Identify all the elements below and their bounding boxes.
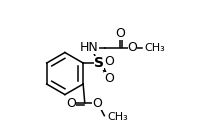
Text: O: O (104, 55, 114, 68)
Text: CH₃: CH₃ (145, 43, 165, 53)
Text: O: O (104, 72, 114, 85)
Text: O: O (128, 41, 137, 54)
Text: HN: HN (80, 41, 99, 54)
Text: CH₃: CH₃ (107, 112, 128, 122)
Text: S: S (94, 56, 104, 70)
Text: O: O (115, 27, 125, 40)
Text: O: O (67, 97, 76, 110)
Text: O: O (92, 97, 102, 110)
